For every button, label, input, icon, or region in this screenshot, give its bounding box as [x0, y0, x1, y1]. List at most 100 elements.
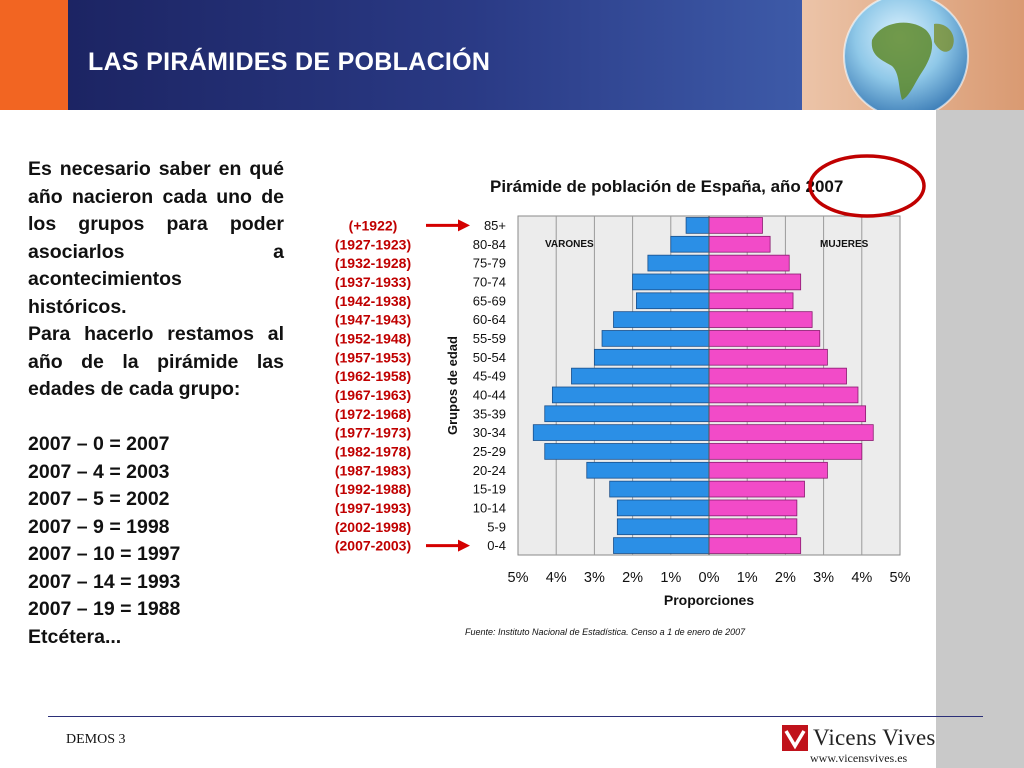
- bar-male: [647, 254, 710, 272]
- birth-year-label: (1962-1958): [335, 368, 411, 384]
- bar-male: [616, 499, 710, 517]
- x-tick-label: 5%: [508, 570, 529, 586]
- x-tick-label: 3%: [813, 570, 834, 586]
- x-tick-label: 4%: [546, 570, 567, 586]
- bar-female: [708, 386, 859, 404]
- equation-line: 2007 – 5 = 2002: [28, 488, 170, 510]
- bar-female: [708, 518, 798, 536]
- bar-male: [685, 217, 710, 234]
- age-group-label: 40-44: [473, 387, 506, 402]
- birth-year-label: (1992-1988): [335, 481, 411, 497]
- population-pyramid-chart: 5% 4% 3% 2% 1% 0% 1% 2% 3% 4% 5% 85+ (+1922) 80-84 (19…: [300, 140, 936, 660]
- bar-female: [708, 348, 828, 366]
- bar-male: [670, 235, 710, 253]
- birth-year-label: (1987-1983): [335, 462, 411, 478]
- age-group-label: 80-84: [473, 237, 506, 252]
- equation-line: 2007 – 9 = 1998: [28, 515, 170, 538]
- x-tick-label: 1%: [660, 570, 681, 586]
- bar-male: [532, 424, 710, 441]
- bar-female: [708, 254, 790, 272]
- spacer: [28, 404, 284, 432]
- equation-line: Etcétera...: [28, 625, 122, 648]
- bar-male: [544, 443, 710, 460]
- bar-female: [708, 330, 821, 347]
- equation-line: 2007 – 4 = 2003: [28, 460, 170, 483]
- brand-url: www.vicensvives.es: [810, 751, 908, 765]
- bar-female: [708, 367, 847, 385]
- bar-female: [708, 461, 828, 479]
- pointer-arrow-head: [458, 219, 470, 232]
- bar-female: [708, 235, 771, 253]
- birth-year-label: (1942-1938): [335, 293, 411, 309]
- birth-year-label: (1952-1948): [335, 330, 411, 346]
- bar-male: [613, 311, 710, 328]
- x-tick-label: 0%: [699, 570, 720, 586]
- pointer-arrow-head: [458, 539, 470, 552]
- birth-year-label: (+1922): [349, 217, 398, 233]
- x-tick-label: 1%: [737, 570, 758, 586]
- legend-male: VARONES: [545, 239, 594, 250]
- age-group-label: 10-14: [473, 500, 506, 515]
- header-bar: [68, 0, 802, 110]
- bar-male: [544, 405, 710, 423]
- bar-male: [616, 518, 710, 536]
- x-tick-label: 3%: [584, 570, 605, 586]
- side-strip: [936, 110, 1024, 768]
- equation-line: 2007 – 14 = 1993: [28, 570, 181, 593]
- birth-year-label: (1937-1933): [335, 274, 411, 290]
- page-title: LAS PIRÁMIDES DE POBLACIÓN: [88, 48, 491, 76]
- bar-male: [609, 480, 710, 498]
- age-group-label: 70-74: [473, 274, 506, 289]
- x-tick-label: 2%: [775, 570, 796, 586]
- bar-female: [708, 443, 863, 460]
- globe-image: [802, 0, 1024, 110]
- globe-icon: [843, 0, 969, 110]
- bar-male: [636, 292, 710, 310]
- equation-line: 2007 – 10 = 1997: [28, 543, 181, 565]
- x-tick-label: 4%: [851, 570, 872, 586]
- bar-male: [586, 461, 710, 479]
- y-axis-label: Grupos de edad: [445, 336, 460, 435]
- equation-line: 2007 – 19 = 1988: [28, 598, 181, 620]
- age-group-label: 75-79: [473, 256, 506, 271]
- bar-female: [708, 499, 798, 517]
- birth-year-label: (2007-2003): [335, 538, 411, 554]
- pyramid-svg: 5% 4% 3% 2% 1% 0% 1% 2% 3% 4% 5% 85+ (+1922) 80-84 (19…: [335, 154, 926, 637]
- age-group-label: 20-24: [473, 463, 506, 478]
- birth-year-label: (1997-1993): [335, 500, 411, 516]
- age-group-label: 25-29: [473, 444, 506, 459]
- paragraph-1: Es necesario saber en qué año nacieron c…: [28, 158, 284, 318]
- age-group-label: 5-9: [487, 519, 506, 534]
- birth-year-label: (1932-1928): [335, 255, 411, 271]
- chart-title: Pirámide de población de España, año 200…: [490, 177, 843, 196]
- highlight-circle: [808, 154, 926, 218]
- x-tick-label: 5%: [890, 570, 911, 586]
- bar-female: [708, 424, 874, 441]
- vicens-vives-logo-icon: [782, 725, 808, 751]
- legend-female: MUJERES: [820, 239, 869, 250]
- birth-year-label: (1977-1973): [335, 425, 411, 441]
- age-group-label: 60-64: [473, 312, 506, 327]
- bar-male: [601, 330, 710, 347]
- bar-female: [708, 537, 802, 554]
- birth-year-label: (1927-1923): [335, 236, 411, 252]
- birth-year-label: (1982-1978): [335, 443, 411, 459]
- orange-accent-block: [0, 0, 68, 110]
- birth-year-label: (1972-1968): [335, 406, 411, 422]
- birth-year-label: (1957-1953): [335, 349, 411, 365]
- bar-male: [551, 386, 710, 404]
- age-group-label: 0-4: [487, 538, 506, 553]
- brand-name: Vicens Vives: [813, 725, 936, 750]
- bar-female: [708, 273, 802, 291]
- bar-female: [708, 480, 805, 498]
- source-note: Fuente: Instituto Nacional de Estadístic…: [465, 627, 746, 637]
- x-axis-label: Proporciones: [664, 592, 754, 608]
- bar-female: [708, 311, 813, 328]
- bar-male: [571, 367, 710, 385]
- birth-year-label: (1967-1963): [335, 387, 411, 403]
- age-group-label: 65-69: [473, 293, 506, 308]
- age-group-label: 45-49: [473, 369, 506, 384]
- bar-male: [613, 537, 710, 554]
- bar-male: [632, 273, 710, 291]
- birth-year-label: (1947-1943): [335, 312, 411, 328]
